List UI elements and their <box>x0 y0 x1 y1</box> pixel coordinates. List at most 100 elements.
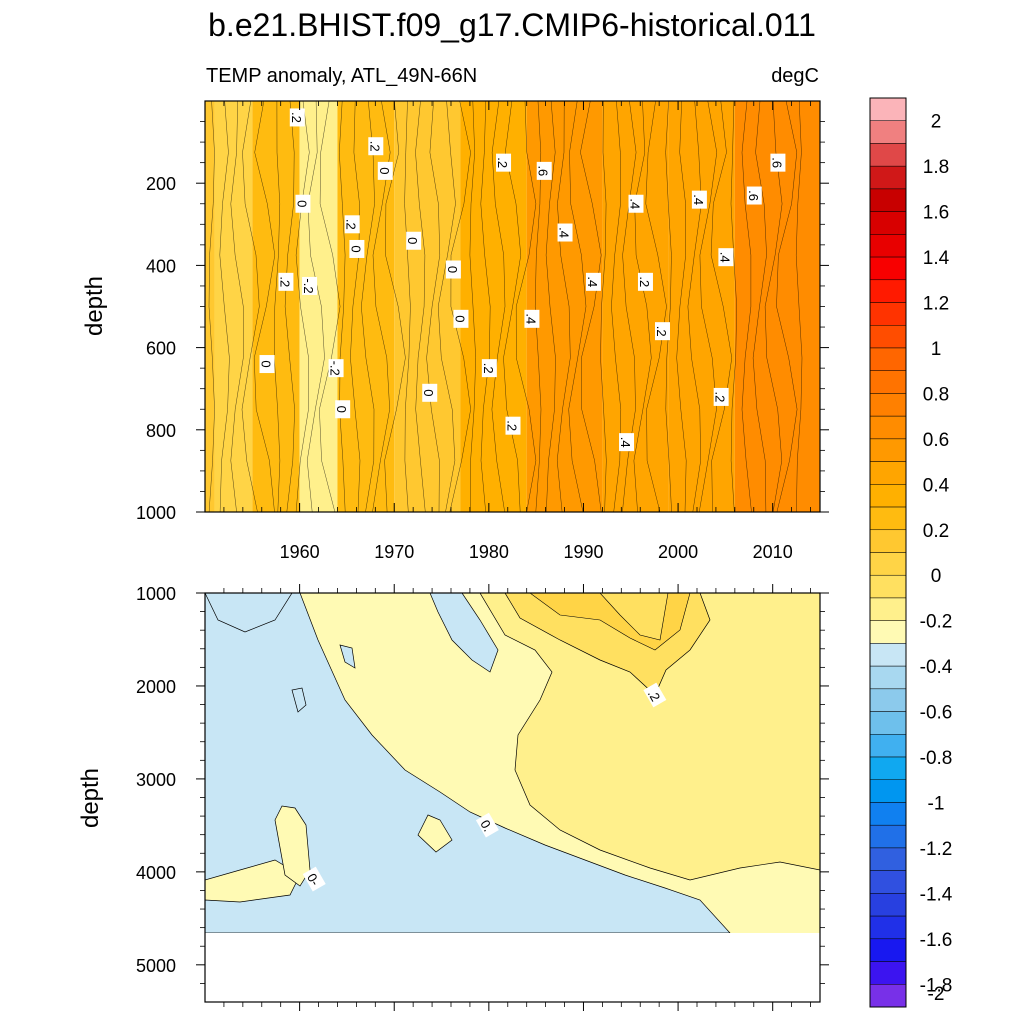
svg-text:0: 0 <box>445 266 460 273</box>
colorbar-label: -1.8 <box>920 975 953 996</box>
upper-contour-label: 0 <box>294 194 311 213</box>
colorbar-box <box>869 915 907 940</box>
upper-y-tick-label: 800 <box>146 421 176 441</box>
upper-contour-label: -.2 <box>328 359 344 378</box>
upper-band-5 <box>394 101 461 512</box>
colorbar-box <box>869 756 907 781</box>
colorbar-box <box>869 574 907 599</box>
upper-contour-label: .2 <box>637 272 653 291</box>
lower-y-tick-label: 2000 <box>136 677 176 697</box>
upper-contour-label: 0 <box>405 231 422 250</box>
svg-text:.2: .2 <box>495 157 510 168</box>
colorbar-box <box>869 665 907 690</box>
colorbar-box <box>869 325 907 349</box>
x-tick-label: 2010 <box>753 542 793 562</box>
lower-negative-patch-small <box>339 644 356 669</box>
upper-y-tick-label: 200 <box>146 174 176 194</box>
lower-contour-label: 0- <box>302 866 326 892</box>
upper-contour-label: -.2 <box>301 276 318 295</box>
colorbar-box <box>869 893 907 917</box>
colorbar-box <box>869 165 907 190</box>
upper-contour-line <box>741 101 752 512</box>
lower-y-tick-label: 4000 <box>136 863 176 883</box>
upper-contour-label: .4 <box>585 272 601 291</box>
upper-contour-line <box>449 101 471 512</box>
upper-contour-label: .2 <box>505 416 521 435</box>
upper-contour-label: 0 <box>421 383 438 402</box>
colorbar-box <box>869 779 907 803</box>
upper-contour-label: .4 <box>618 433 635 452</box>
colorbar-box <box>869 415 907 440</box>
upper-contour-line <box>415 101 426 512</box>
colorbar-box <box>869 620 907 644</box>
upper-band-2 <box>252 101 300 512</box>
colorbar-box <box>869 984 907 1008</box>
upper-contour-line <box>437 101 456 512</box>
upper-contour-line <box>426 101 441 512</box>
svg-text:.2: .2 <box>713 391 728 402</box>
x-tick-label: 1980 <box>469 542 509 562</box>
colorbar-box <box>869 597 907 621</box>
upper-contour-line <box>710 101 733 512</box>
colorbar-box <box>869 120 907 144</box>
upper-contour-line <box>295 101 310 512</box>
upper-panel: .2.200-.2-.20.20.200000.2.2.2.4.6.4.4.4.… <box>81 100 829 1011</box>
upper-contour-line <box>752 101 767 512</box>
upper-band-9 <box>668 101 735 512</box>
upper-y-tick-label: 1000 <box>136 503 176 523</box>
upper-contour-line <box>687 101 702 512</box>
lower-panel: .2 0. 0- 1000 2000 3000 4000 5000 depth <box>77 584 829 1003</box>
colorbar-box <box>869 438 907 462</box>
upper-contour-label: .6 <box>769 153 786 172</box>
colorbar-frame <box>869 97 907 1008</box>
svg-text:.2: .2 <box>505 420 520 431</box>
colorbar-box <box>869 529 907 553</box>
upper-contour-label: .2 <box>481 359 497 378</box>
upper-contour-line <box>361 101 375 512</box>
svg-text:.2: .2 <box>289 112 304 123</box>
upper-contour-line <box>284 101 295 512</box>
upper-contour-label: .4 <box>523 309 540 328</box>
upper-band-1 <box>214 101 253 512</box>
colorbar: 2 1.8 1.6 1.4 1.2 1 0.8 0.6 0.4 0.2 0 -0.2 -0.4 -0.6 -… <box>869 97 953 1008</box>
lower-y-tick-label: 1000 <box>136 584 176 604</box>
colorbar-box <box>869 506 907 531</box>
upper-contour-line <box>645 101 667 512</box>
colorbar-label: 1.4 <box>923 248 950 269</box>
upper-contour-lines <box>208 101 803 512</box>
svg-text:.2: .2 <box>344 219 359 230</box>
upper-contour-line <box>676 101 687 512</box>
svg-text:.2: .2 <box>367 141 382 152</box>
svg-text:.4: .4 <box>691 194 706 205</box>
colorbar-label: 0 <box>931 566 942 587</box>
lower-y-tick-label: 5000 <box>136 956 176 976</box>
upper-band-6 <box>460 101 527 512</box>
lower-positive-warm-region <box>479 593 820 881</box>
colorbar-label: 0.6 <box>923 430 949 451</box>
units-label: degC <box>771 65 819 87</box>
variable-label: TEMP anomaly, ATL_49N-66N <box>206 65 477 87</box>
upper-contour-line <box>274 101 281 512</box>
upper-field: .2 .2 0 0 -.2 -.2 0 .2 0 .2 0 0 0 0 0 .2 .2 .2 .4 .6 .4 .4 .4.… <box>205 101 820 512</box>
upper-contour-label: .6 <box>746 186 762 205</box>
colorbar-box <box>869 961 907 985</box>
upper-contour-line <box>384 101 406 512</box>
colorbar-label: 2 <box>931 112 942 133</box>
svg-text:0: 0 <box>259 360 274 367</box>
svg-text:0: 0 <box>348 245 363 252</box>
svg-text:-.2: -.2 <box>301 278 316 293</box>
x-tick-label: 2000 <box>658 542 698 562</box>
upper-contour-line <box>253 101 276 512</box>
colorbar-label: 1.8 <box>923 157 949 178</box>
svg-text:.2: .2 <box>637 276 652 287</box>
colorbar-label: -1.4 <box>920 884 953 905</box>
colorbar-box <box>869 256 907 281</box>
lower-missing-data <box>205 933 820 1002</box>
upper-contour-line <box>219 101 230 512</box>
colorbar-label: -0.4 <box>920 657 953 678</box>
upper-contour-label: .2 <box>367 137 384 156</box>
upper-y-axis-label: depth <box>81 276 108 336</box>
x-tick-label: 1990 <box>563 542 603 562</box>
svg-text:.2: .2 <box>277 276 292 287</box>
